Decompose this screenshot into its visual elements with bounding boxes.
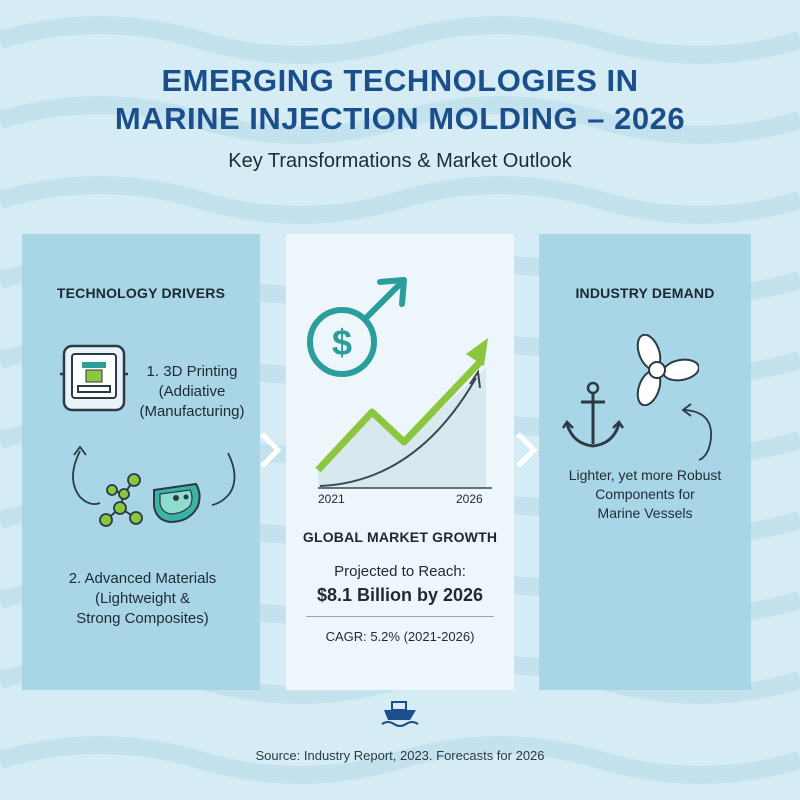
source-footer: Source: Industry Report, 2023. Forecasts… [255,748,545,763]
title-line-1: EMERGING TECHNOLOGIES IN [161,63,639,98]
curved-arrow-icon [681,403,712,461]
3d-printing-line-3: (Manufacturing) [139,403,245,420]
cagr-value: CAGR: 5.2% (2021-2026) [325,629,475,644]
propeller-icon [636,334,699,406]
projection-value: $8.1 Billion by 2026 [316,585,484,605]
advanced-materials-label: 2. Advanced Materials (Lightweight & Str… [40,569,245,629]
industry-demand-panel: INDUSTRY DEMAND Lighter, yet more Robust… [539,234,751,690]
chart-end-label: 2026 [456,492,483,506]
projection-label: Projected to Reach: [334,563,466,580]
page-title: EMERGING TECHNOLOGIES IN MARINE INJECTIO… [0,62,800,138]
industry-demand-heading: INDUSTRY DEMAND [575,285,715,301]
technology-drivers-heading: TECHNOLOGY DRIVERS [56,285,226,301]
technology-drivers-panel: TECHNOLOGY DRIVERS 1. 3D Printing (Addia… [22,234,260,690]
chart-start-label: 2021 [318,492,345,506]
industry-demand-line-1: Lighter, yet more Robust [568,467,722,483]
svg-text:$: $ [332,322,352,363]
3d-printing-line-2: (Addiative [158,383,226,400]
advanced-materials-line-3: Strong Composites) [76,610,209,627]
divider [306,616,494,617]
advanced-materials-line-2: (Lightweight & [94,590,191,607]
3d-printer-icon [60,344,128,412]
trend-arrow-icon [315,338,492,489]
anchor-icon [561,381,625,448]
molecule-icon [99,473,143,527]
chevron-right-icon [516,432,538,468]
industry-demand-line-3: Marine Vessels [597,505,693,521]
3d-printing-line-1: 1. 3D Printing [146,363,238,380]
3d-printing-label: 1. 3D Printing (Addiative (Manufacturing… [130,362,254,422]
page-subtitle: Key Transformations & Market Outlook [228,150,572,172]
industry-demand-text: Lighter, yet more Robust Components for … [547,466,743,523]
hull-part-icon [153,482,201,524]
market-growth-heading: GLOBAL MARKET GROWTH [302,529,498,545]
advanced-materials-line-1: 2. Advanced Materials [68,570,217,587]
boat-icon [381,701,419,727]
dollar-growth-icon: $ [307,277,407,377]
market-growth-panel: $ 2021 2026 GLOBAL MARKET GROWTH Project… [286,234,514,690]
cycle-arrows-icon [72,445,236,506]
title-line-2: MARINE INJECTION MOLDING – 2026 [114,101,686,136]
chevron-right-icon [260,432,282,468]
industry-demand-line-2: Components for [595,486,695,502]
